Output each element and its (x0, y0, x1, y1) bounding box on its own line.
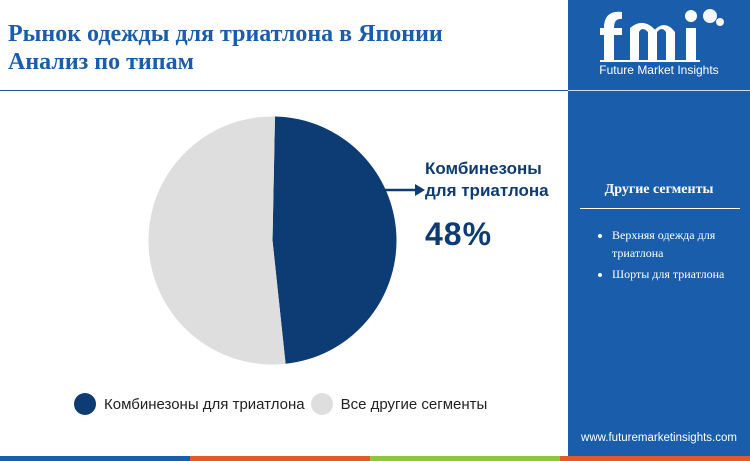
footer-bar-segment (560, 456, 750, 461)
legend-swatch-suits (74, 393, 96, 415)
brand-logo: Future Market Insights (568, 0, 750, 92)
footer-color-bar (0, 456, 750, 461)
pie-chart (140, 108, 405, 373)
legend-item-suits: Комбинезоны для триатлона (74, 393, 305, 415)
footer-bar-segment (370, 456, 560, 461)
legend-item-others: Все другие сегменты (310, 393, 488, 415)
callout-arrow-icon (385, 184, 425, 196)
page-title: Рынок одежды для триатлона в Японии Анал… (8, 21, 443, 75)
chart-legend: Комбинезоны для триатлона Все другие сег… (74, 393, 493, 415)
sidebar-divider (568, 90, 750, 91)
legend-swatch-others (310, 393, 333, 415)
sidebar-heading: Другие сегменты (604, 182, 714, 197)
legend-label-others: Все другие сегменты (340, 395, 488, 413)
callout-value: 48% (425, 216, 493, 252)
callout-label: Комбинезоны для триатлона (425, 159, 549, 200)
sidebar-panel: Future Market Insights Другие сегменты В… (568, 0, 750, 461)
logo-text: Future Market Insights (599, 63, 719, 77)
pie-slice-suits (272, 116, 397, 364)
sidebar-heading-divider (580, 208, 740, 209)
legend-label-suits: Комбинезоны для триатлона (104, 395, 305, 413)
list-item: Шорты для триатлона (612, 265, 750, 283)
fmi-logo-icon (600, 9, 724, 62)
pie-slice-others (148, 116, 286, 365)
footer-bar-segment (0, 456, 190, 461)
title-divider (0, 90, 568, 91)
sidebar-segment-list: Верхняя одежда для триатлона Шорты для т… (592, 226, 750, 286)
website-link[interactable]: www.futuremarketinsights.com (581, 432, 737, 444)
footer-bar-segment (190, 456, 370, 461)
pie-chart-svg (148, 116, 397, 365)
list-item: Верхняя одежда для триатлона (612, 226, 750, 262)
